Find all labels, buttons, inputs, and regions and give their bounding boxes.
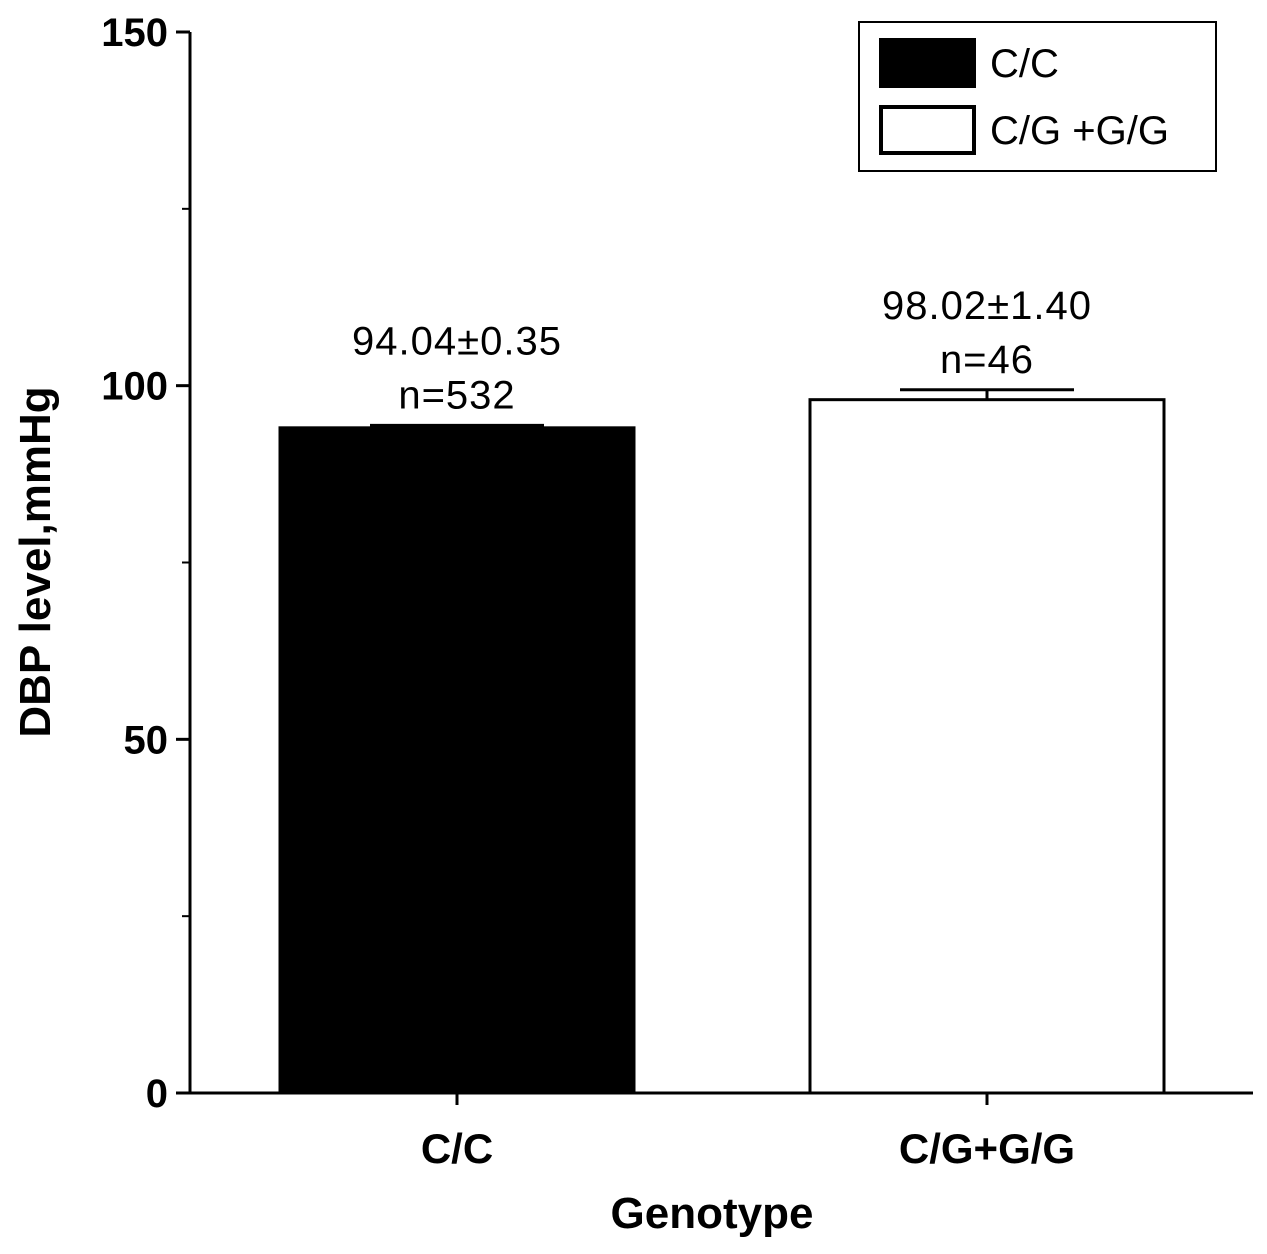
y-axis-title: DBP level,mmHg xyxy=(11,386,60,737)
x-tick-label: C/C xyxy=(421,1125,493,1172)
labels: 94.04±0.35 n=532 98.02±1.40 n=46 xyxy=(352,284,1092,418)
x-tick-label: C/G+G/G xyxy=(899,1125,1075,1172)
legend-label: C/C xyxy=(990,42,1059,86)
axes: 0 50 100 150 C/C C/G+G/G Genotype DBP level,mmH… xyxy=(11,11,1253,1238)
legend-label: C/G +G/G xyxy=(990,109,1169,153)
legend-swatch-1 xyxy=(879,38,976,88)
x-axis-title: Genotype xyxy=(611,1189,814,1238)
bar-1 xyxy=(278,426,636,1095)
y-tick-label: 50 xyxy=(124,718,169,762)
bar-value-label: 98.02±1.40 xyxy=(882,284,1092,328)
bar-n-label: n=46 xyxy=(940,338,1034,382)
y-tick-label: 150 xyxy=(101,11,168,55)
y-tick-label: 100 xyxy=(101,365,168,409)
legend: C/C C/G +G/G xyxy=(858,21,1217,172)
bar-value-label: 94.04±0.35 xyxy=(352,319,562,363)
bar-2 xyxy=(808,398,1166,1095)
legend-swatch-2 xyxy=(879,105,976,155)
bars xyxy=(278,388,1166,1095)
y-tick-label: 0 xyxy=(146,1072,168,1116)
bar-n-label: n=532 xyxy=(398,373,515,417)
